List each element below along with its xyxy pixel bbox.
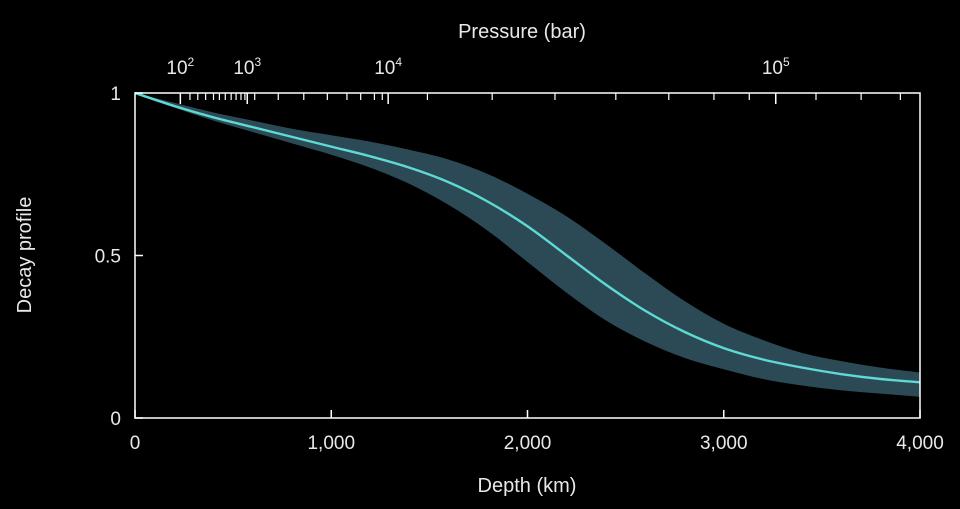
median-line-layer [134,91,921,384]
x-axis: 0 1,000 2,000 3,000 4,000 [130,410,944,454]
median-decay-line [134,91,921,384]
x-axis-title: Depth (km) [478,475,577,497]
pressure-tick-label: 105 [762,55,790,79]
y-tick-label: 1 [110,84,121,105]
y-axis-title: Decay profile [14,197,36,314]
x-tick-label: 2,000 [504,433,552,454]
x-tick-label: 4,000 [896,433,944,454]
y-tick-label: 0 [110,409,121,430]
pressure-tick-label: 103 [233,55,261,79]
pressure-axis: 102 103 104 105 [166,55,901,104]
uncertainty-band-layer [135,93,920,397]
x-tick-label: 3,000 [700,433,748,454]
pressure-tick-label: 104 [374,55,402,79]
y-axis: 00.51 [95,84,143,430]
pressure-tick-label: 102 [166,55,194,79]
uncertainty-band [135,93,920,397]
y-tick-label: 0.5 [95,247,121,268]
x-tick-label: 1,000 [307,433,355,454]
x-tick-label: 0 [130,433,141,454]
top-axis-title: Pressure (bar) [458,21,586,43]
